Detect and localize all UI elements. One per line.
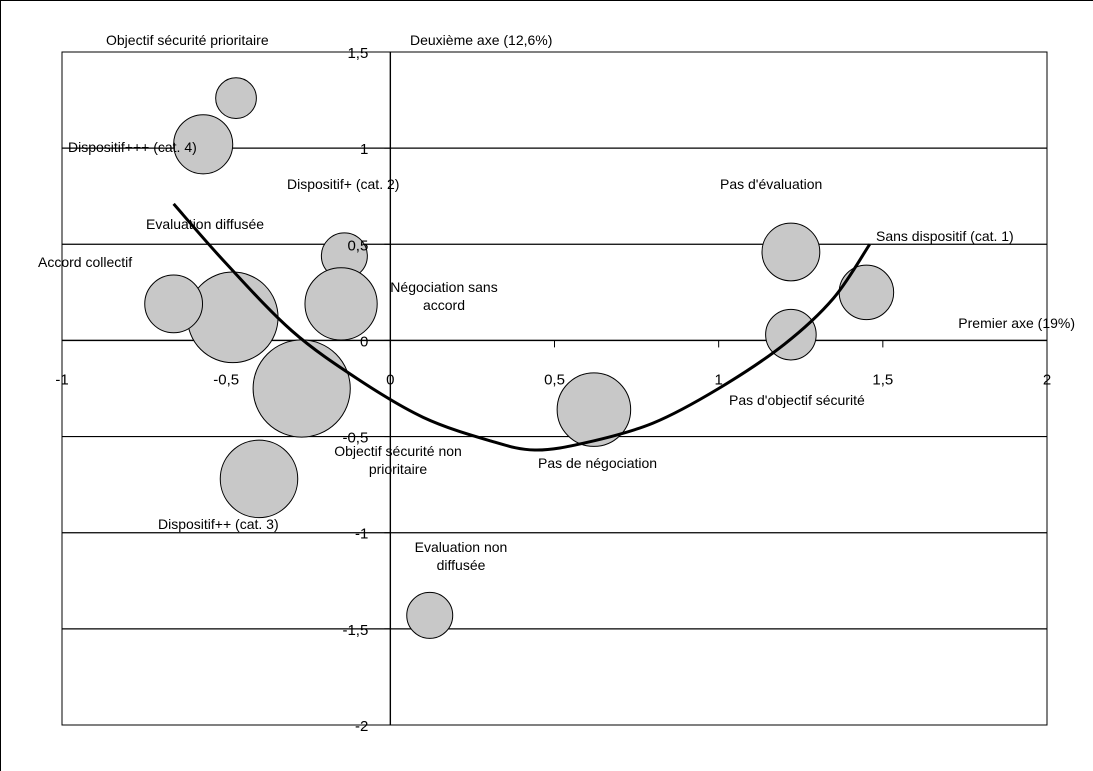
y-tick-label: 1 <box>360 141 368 158</box>
label-dispositif-2: Dispositif+ (cat. 2) <box>287 176 399 192</box>
bubble: Evaluation diffusée <box>186 271 279 364</box>
bubble: Dispositif+++ (cat. 4) <box>173 114 234 175</box>
bubble: Pas de négociation <box>556 372 632 447</box>
bubble: Dispositif++ (cat. 3) <box>219 439 299 519</box>
label-pas-de-negociation: Pas de négociation <box>538 455 657 471</box>
label-pas-evaluation: Pas d'évaluation <box>720 176 822 192</box>
bubble: Evaluation non diffusée <box>406 591 454 639</box>
bubbles: Objectif sécurité prioritaireDispositif+… <box>144 77 895 639</box>
label-dispositif-4: Dispositif+++ (cat. 4) <box>68 139 197 155</box>
bubble: Objectif sécurité non prioritaire <box>252 339 351 438</box>
x-tick-label: -0,5 <box>213 371 239 388</box>
label-evaluation-non-diffusee-line2: diffusée <box>437 557 486 573</box>
label-objectif-non-prioritaire-line2: prioritaire <box>369 461 428 477</box>
label-dispositif-3: Dispositif++ (cat. 3) <box>158 516 279 532</box>
label-objectif-non-prioritaire-line1: Objectif sécurité non <box>334 443 462 459</box>
label-accord-collectif: Accord collectif <box>38 254 132 270</box>
trend-curve <box>172 202 871 452</box>
y-tick-label: -0,5 <box>342 430 368 447</box>
y-tick-label: -2 <box>355 718 368 735</box>
y-axis-title: Deuxième axe (12,6%) <box>410 32 552 48</box>
bubble: Sans dispositif (cat. 1) <box>838 264 895 321</box>
y-tick-label: -1,5 <box>342 622 368 639</box>
label-negociation-sans-accord-line1: Négociation sans <box>390 279 497 295</box>
x-tick-label: 1 <box>714 371 722 388</box>
x-tick-label: 2 <box>1043 371 1051 388</box>
point-labels: Objectif sécurité prioritaire Deuxième a… <box>38 32 1075 573</box>
bubble: Négociation sans accord <box>304 267 378 341</box>
y-tick-label: -1 <box>355 526 368 543</box>
x-tick-label: 0,5 <box>544 371 565 388</box>
plot-area-border <box>61 51 1048 726</box>
y-tick-label: 1,5 <box>347 45 368 62</box>
label-evaluation-diffusee: Evaluation diffusée <box>146 216 264 232</box>
x-tick-label: 1,5 <box>872 371 893 388</box>
x-axis-title: Premier axe (19%) <box>958 315 1075 331</box>
bubble: Objectif sécurité prioritaire <box>215 77 257 120</box>
x-tick-label: -1 <box>55 371 68 388</box>
label-pas-objectif-securite: Pas d'objectif sécurité <box>729 392 865 408</box>
tick-labels: -1 -0,5 0 0,5 1 1,5 2 1,5 1 0,5 0 -0,5 -1 -1,5 -2 <box>55 45 1051 735</box>
label-sans-dispositif: Sans dispositif (cat. 1) <box>876 228 1014 244</box>
y-tick-label: 0,5 <box>347 237 368 254</box>
bubble: Accord collectif <box>144 274 204 334</box>
x-tick-label: 0 <box>386 371 394 388</box>
label-negociation-sans-accord-line2: accord <box>423 297 465 313</box>
y-tick-label: 0 <box>360 333 368 350</box>
label-evaluation-non-diffusee-line1: Evaluation non <box>415 539 508 555</box>
bubble: Pas d'évaluation <box>761 222 821 282</box>
label-objectif-prioritaire: Objectif sécurité prioritaire <box>106 32 269 48</box>
